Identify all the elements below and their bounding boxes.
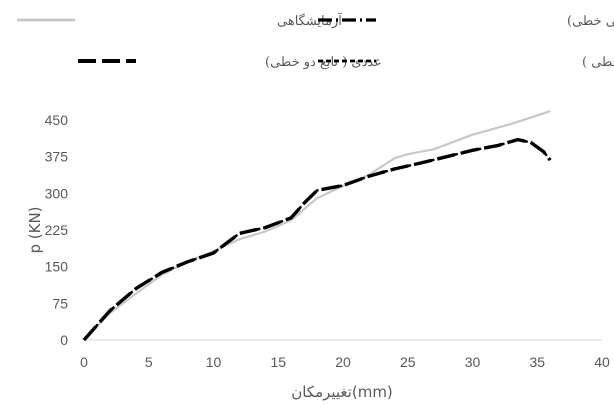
y-axis-title: p (KN) [26, 206, 44, 253]
x-axis-title: تغییرمکان(mm) [291, 383, 393, 401]
plot-series [82, 110, 552, 342]
series-line-2 [83, 138, 552, 341]
legend: آزمایشگاهی عددی(تابع نرمی خطی) عددی ( تابع… [17, 12, 614, 70]
x-tick-label: 30 [465, 354, 481, 370]
y-tick-label: 0 [60, 332, 68, 348]
x-tick-label: 5 [145, 354, 153, 370]
x-tick-label: 40 [594, 354, 610, 370]
legend-label-3: عددی ( تابع دو خطی) [265, 55, 382, 70]
y-tick-label: 375 [45, 149, 69, 165]
y-tick-label: 300 [45, 185, 69, 201]
legend-label-4: عددی ( تابع نرمی غیر خطی ) [582, 55, 614, 70]
x-tick-label: 35 [529, 354, 545, 370]
y-tick-label: 450 [45, 112, 69, 128]
legend-label-1: آزمایشگاهی [277, 12, 343, 29]
x-tick-label: 10 [206, 354, 222, 370]
x-tick-label: 0 [80, 354, 88, 370]
series-line-1 [83, 110, 551, 341]
y-tick-label: 75 [52, 295, 68, 311]
series-line-4 [83, 138, 552, 341]
y-axis-ticks: 0 75 150 225 300 375 450 [45, 112, 69, 348]
x-tick-label: 20 [335, 354, 351, 370]
x-axis-ticks: 0 5 10 15 20 25 30 35 40 [80, 354, 610, 370]
series-line-3 [82, 137, 552, 342]
legend-label-2: عددی(تابع نرمی خطی) [567, 14, 614, 29]
x-tick-label: 25 [400, 354, 416, 370]
y-tick-label: 150 [45, 259, 69, 275]
y-tick-label: 225 [45, 222, 69, 238]
x-tick-label: 15 [270, 354, 286, 370]
